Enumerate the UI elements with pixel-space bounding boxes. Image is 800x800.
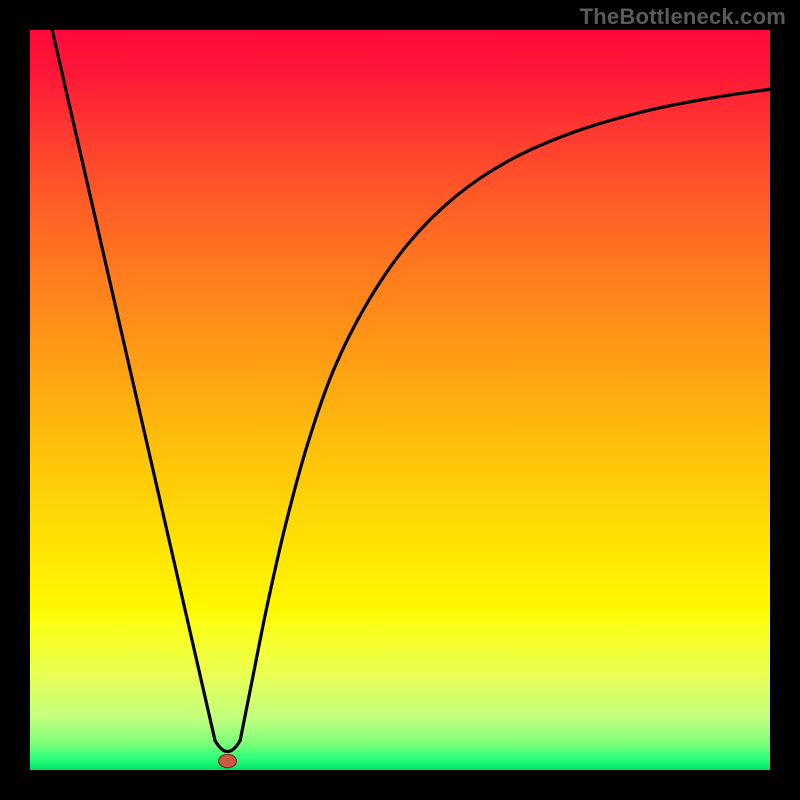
bottleneck-chart — [30, 30, 770, 770]
watermark-label: TheBottleneck.com — [580, 4, 786, 30]
chart-frame: TheBottleneck.com — [0, 0, 800, 800]
